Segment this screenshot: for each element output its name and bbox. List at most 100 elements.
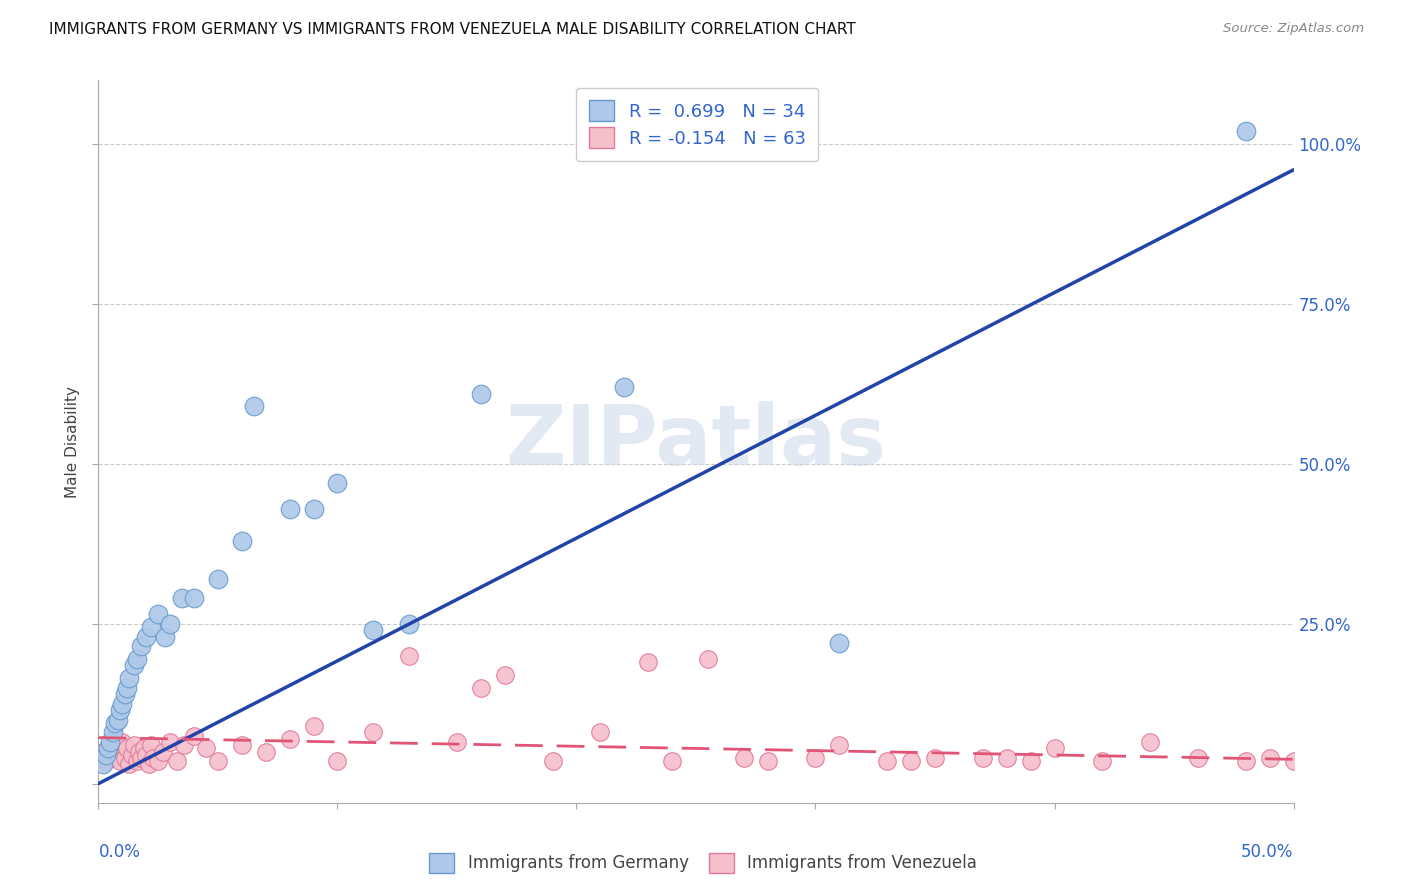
Point <box>804 751 827 765</box>
Point <box>135 747 157 762</box>
Point <box>148 607 170 622</box>
Point <box>115 741 138 756</box>
Point <box>1282 754 1305 768</box>
Point <box>733 751 755 765</box>
Point <box>124 738 146 752</box>
Point <box>1234 124 1257 138</box>
Point <box>470 681 492 695</box>
Text: 0.0%: 0.0% <box>98 843 141 861</box>
Point <box>278 501 301 516</box>
Point <box>756 754 779 768</box>
Point <box>159 616 181 631</box>
Point <box>90 751 112 765</box>
Point <box>446 735 468 749</box>
Point <box>97 741 120 756</box>
Point <box>114 751 136 765</box>
Point <box>828 738 851 752</box>
Point <box>97 747 120 762</box>
Point <box>108 754 131 768</box>
Point <box>111 697 134 711</box>
Point <box>326 754 349 768</box>
Point <box>1234 754 1257 768</box>
Point <box>91 757 114 772</box>
Point <box>125 652 148 666</box>
Text: Source: ZipAtlas.com: Source: ZipAtlas.com <box>1223 22 1364 36</box>
Point <box>278 731 301 746</box>
Point <box>118 757 141 772</box>
Point <box>138 757 160 772</box>
Point <box>125 754 148 768</box>
Point <box>173 738 195 752</box>
Point <box>470 386 492 401</box>
Point <box>139 738 162 752</box>
Point <box>115 681 138 695</box>
Point <box>94 747 117 762</box>
Point <box>207 572 229 586</box>
Point <box>166 754 188 768</box>
Point <box>995 751 1018 765</box>
Point <box>589 725 612 739</box>
Point <box>91 745 114 759</box>
Point <box>114 687 136 701</box>
Point <box>494 668 516 682</box>
Point <box>1019 754 1042 768</box>
Point <box>172 591 194 606</box>
Point <box>142 751 165 765</box>
Point <box>183 729 205 743</box>
Text: ZIPatlas: ZIPatlas <box>506 401 886 482</box>
Point <box>613 380 636 394</box>
Point <box>108 703 131 717</box>
Point <box>1043 741 1066 756</box>
Point <box>128 745 150 759</box>
Point <box>231 533 253 548</box>
Point <box>302 719 325 733</box>
Point <box>243 400 266 414</box>
Y-axis label: Male Disability: Male Disability <box>65 385 80 498</box>
Point <box>363 623 385 637</box>
Point <box>302 501 325 516</box>
Text: 50.0%: 50.0% <box>1241 843 1294 861</box>
Point <box>101 725 124 739</box>
Legend: R =  0.699   N = 34, R = -0.154   N = 63: R = 0.699 N = 34, R = -0.154 N = 63 <box>576 87 818 161</box>
Point <box>195 741 218 756</box>
Point <box>121 747 143 762</box>
Point <box>1258 751 1281 765</box>
Point <box>131 751 153 765</box>
Point <box>107 745 129 759</box>
Point <box>104 715 127 730</box>
Point <box>132 741 155 756</box>
Point <box>1091 754 1114 768</box>
Point <box>183 591 205 606</box>
Point <box>131 639 153 653</box>
Point <box>101 751 124 765</box>
Point <box>111 735 134 749</box>
Point <box>398 648 420 663</box>
Point <box>900 754 922 768</box>
Point <box>104 738 127 752</box>
Point <box>107 713 129 727</box>
Point <box>148 754 170 768</box>
Point <box>363 725 385 739</box>
Legend: Immigrants from Germany, Immigrants from Venezuela: Immigrants from Germany, Immigrants from… <box>423 847 983 880</box>
Point <box>924 751 946 765</box>
Point <box>135 630 157 644</box>
Point <box>541 754 564 768</box>
Point <box>661 754 683 768</box>
Text: IMMIGRANTS FROM GERMANY VS IMMIGRANTS FROM VENEZUELA MALE DISABILITY CORRELATION: IMMIGRANTS FROM GERMANY VS IMMIGRANTS FR… <box>49 22 856 37</box>
Point <box>1187 751 1209 765</box>
Point <box>1139 735 1161 749</box>
Point <box>231 738 253 752</box>
Point <box>152 745 174 759</box>
Point <box>398 616 420 631</box>
Point <box>207 754 229 768</box>
Point <box>326 476 349 491</box>
Point <box>159 735 181 749</box>
Point <box>637 655 659 669</box>
Point <box>972 751 994 765</box>
Point <box>828 636 851 650</box>
Point <box>876 754 898 768</box>
Point <box>98 735 122 749</box>
Point <box>697 652 720 666</box>
Point <box>118 671 141 685</box>
Point <box>254 745 277 759</box>
